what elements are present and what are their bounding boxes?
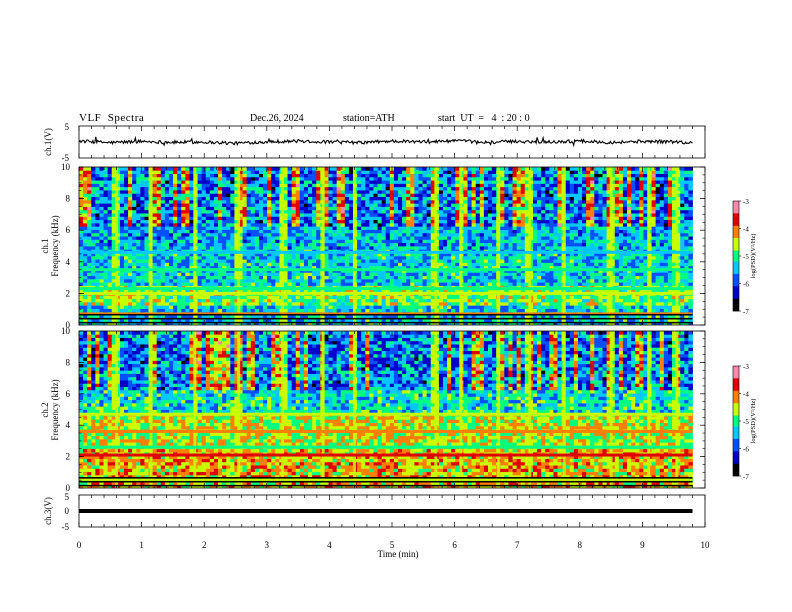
colorbar-tick-label: -4 — [743, 226, 749, 234]
ch1-waveform-trace — [79, 135, 693, 148]
xtick-label: 6 — [452, 540, 457, 550]
colorbar-tick-label: -4 — [743, 391, 749, 399]
ch2-spectrogram-panel: 0 2 4 6 8 10 ch.2 Frequency (kHz) — [40, 326, 706, 493]
ytick-label: 6 — [66, 225, 71, 235]
colorbar-label: log(PSD)(V²/Hz) — [750, 399, 757, 444]
xtick-label: 8 — [578, 540, 583, 550]
ch1-spectrogram-image — [79, 167, 693, 325]
colorbar-tick-label: -5 — [743, 253, 749, 261]
colorbar-tick-label: -3 — [743, 363, 749, 371]
xtick-label: 9 — [640, 540, 645, 550]
ch1-spectrogram-panel: 0 2 4 6 8 10 ch.1 Frequency (kHz) — [40, 162, 706, 330]
ytick-label: 2 — [66, 288, 71, 298]
date-label: Dec.26, 2024 — [250, 113, 304, 124]
ch3-ytick-5: 5 — [65, 492, 70, 502]
ch3-waveform-ylabel: ch.3(V) — [43, 497, 53, 525]
ytick-label: 8 — [66, 194, 71, 204]
ch2-spectrogram-ticks: 0 2 4 6 8 10 — [61, 326, 706, 493]
ytick-label: 8 — [66, 357, 71, 367]
ch1-ytick-neg5: -5 — [62, 153, 70, 163]
ch1-ylabel-frequency: Frequency (kHz) — [50, 215, 60, 276]
xtick-label: 2 — [202, 540, 207, 550]
xtick-label: 5 — [390, 540, 395, 550]
colorbar-tick-label: -7 — [743, 473, 749, 481]
ch1-spectrogram-ticks: 0 2 4 6 8 10 — [61, 162, 706, 330]
xtick-label: 4 — [327, 540, 332, 550]
colorbar-tick-label: -7 — [743, 308, 749, 316]
station-label: station=ATH — [343, 113, 395, 124]
colorbar-label: log(PSD)(V²/Hz) — [750, 234, 757, 279]
ch3-waveform-ticks: 0 — [65, 495, 706, 527]
start-time-label: start UT = 4 : 20 : 0 — [438, 113, 530, 124]
ytick-label: 6 — [66, 389, 71, 399]
ch2-colorbar: -3 -4 -5 -6 -7 log(PSD)(V²/Hz) — [732, 363, 757, 481]
ytick-label: 0 — [66, 320, 71, 330]
ytick-label: 4 — [66, 257, 71, 267]
xtick-label: 10 — [701, 540, 711, 550]
ytick-label: 10 — [61, 162, 71, 172]
chart-title: VLF Spectra — [79, 112, 145, 124]
xtick-label: 0 — [77, 540, 82, 550]
ch1-ylabel-channel: ch.1 — [40, 238, 50, 253]
colorbar-tick-label: -6 — [743, 446, 749, 454]
ch1-waveform-ticks — [78, 126, 706, 158]
ch1-colorbar: -3 -4 -5 -6 -7 log(PSD)(V²/Hz) — [732, 198, 757, 316]
ch1-waveform-ylabel: ch.1(V) — [43, 128, 53, 156]
ch1-ytick-5: 5 — [65, 122, 70, 132]
colorbar-tick-label: -6 — [743, 281, 749, 289]
ch2-spectrogram-image — [79, 331, 693, 488]
ch3-waveform-panel: 0 5 -5 ch.3(V) — [43, 492, 706, 532]
ch1-waveform-panel: 5 -5 ch.1(V) — [43, 122, 706, 163]
ch3-ytick-neg5: -5 — [62, 522, 70, 532]
ytick-label: 2 — [66, 452, 71, 462]
colorbar-tick-label: -5 — [743, 418, 749, 426]
ch3-ytick-0: 0 — [65, 506, 70, 516]
ch2-ylabel-frequency: Frequency (kHz) — [50, 379, 60, 440]
ytick-label: 4 — [66, 420, 71, 430]
xtick-label: 7 — [515, 540, 520, 550]
colorbar-tick-label: -3 — [743, 198, 749, 206]
ytick-label: 10 — [61, 326, 71, 336]
xtick-label: 3 — [265, 540, 270, 550]
time-axis-label: Time (min) — [378, 549, 419, 559]
time-axis-tick-labels: 0 1 2 3 4 5 6 7 8 9 10 — [77, 540, 710, 550]
ch2-ylabel-channel: ch.2 — [40, 402, 50, 417]
xtick-label: 1 — [139, 540, 144, 550]
ytick-label: 0 — [66, 483, 71, 493]
